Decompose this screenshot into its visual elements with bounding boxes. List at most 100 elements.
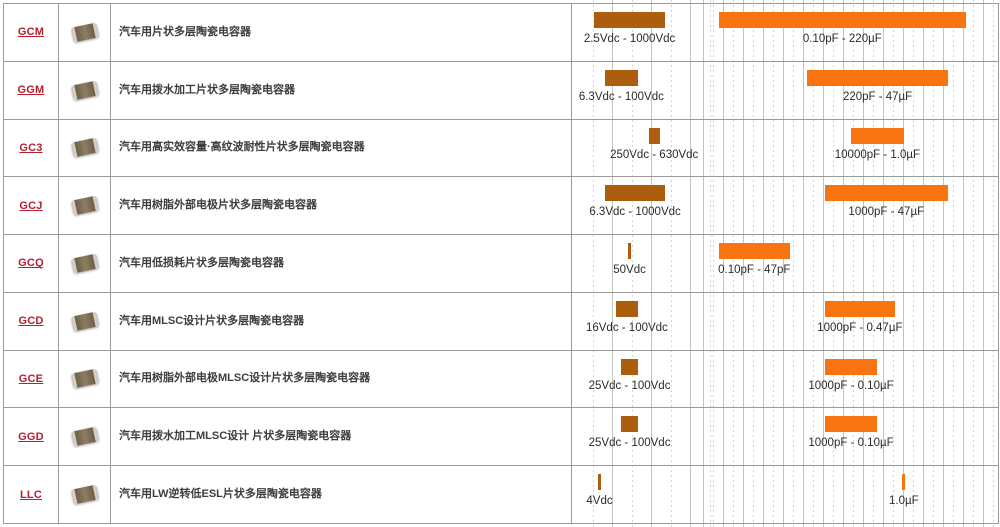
gridline-dashed [631,0,633,527]
product-image-cell[interactable] [59,235,111,292]
gridline-dashed [792,0,794,527]
series-link[interactable]: GC3 [19,141,43,154]
gridline-dashed [812,0,814,527]
series-cell: GCQ [4,235,59,292]
series-description: 汽车用LW逆转低ESL片状多层陶瓷电容器 [119,487,322,500]
product-image-cell[interactable] [59,466,111,523]
description-cell: 汽车用低损耗片状多层陶瓷电容器 [111,235,572,292]
gridline-solid [902,0,904,527]
description-cell: 汽车用片状多层陶瓷电容器 [111,4,572,61]
description-cell: 汽车用LW逆转低ESL片状多层陶瓷电容器 [111,466,572,523]
description-cell: 汽车用树脂外部电极片状多层陶瓷电容器 [111,177,572,235]
capacitance-range-label: 220pF - 47µF [842,90,913,103]
capacitance-range-bar [902,474,906,491]
voltage-range-bar [604,185,666,202]
product-image-cell[interactable] [59,177,111,235]
gridline-dashed [772,0,774,527]
series-description: 汽车用低损耗片状多层陶瓷电容器 [119,256,284,269]
series-description: 汽车用拨水加工片状多层陶瓷电容器 [119,83,295,96]
table-row: GCM 汽车用片状多层陶瓷电容器 2.5Vdc - 1000Vdc 0.10pF… [4,4,998,62]
gridline-solid [762,0,764,527]
gridline-dashed [992,0,994,527]
series-description: 汽车用拨水加工MLSC设计 片状多层陶瓷电容器 [119,430,352,443]
series-link[interactable]: GGM [17,84,45,97]
voltage-range-label: 4Vdc [586,495,613,508]
voltage-range-bar [593,12,666,28]
gridline-dashed [932,0,934,527]
voltage-range-bar [615,300,638,317]
description-cell: 汽车用高实效容量·高纹波耐性片状多层陶瓷电容器 [111,119,572,177]
capacitance-range-bar [824,416,878,433]
series-link[interactable]: GGD [18,430,44,443]
product-image-cell[interactable] [59,408,111,466]
series-description: 汽车用高实效容量·高纹波耐性片状多层陶瓷电容器 [119,141,365,154]
series-link[interactable]: GCQ [18,257,44,270]
gridline-dashed [892,0,894,527]
capacitance-range-label: 1.0µF [888,495,919,508]
range-chart: 25Vdc - 100Vdc 1000pF - 0.10µF [4,408,998,465]
capacitance-range-bar [851,127,904,144]
voltage-range-bar [628,243,632,260]
capacitance-range-bar [807,69,948,86]
gridline-solid [982,0,984,527]
product-image-cell[interactable] [59,292,111,350]
gridline-solid [690,0,691,527]
capacitance-range-bar [719,12,966,28]
series-cell: GGM [4,61,59,119]
gridline-solid [962,0,964,527]
range-chart: 2.5Vdc - 1000Vdc 0.10pF - 220µF [4,4,998,61]
table-row: GCE 汽车用树脂外部电极MLSC设计片状多层陶瓷电容器 25Vdc - 100… [4,350,998,409]
voltage-range-label: 250Vdc - 630Vdc [610,148,699,161]
description-cell: 汽车用拨水加工片状多层陶瓷电容器 [111,61,572,119]
range-chart: 6.3Vdc - 100Vdc 220pF - 47µF [4,62,998,119]
product-image-cell[interactable] [59,350,111,408]
range-chart: 250Vdc - 630Vdc 10000pF - 1.0µF [4,120,998,177]
voltage-range-label: 6.3Vdc - 100Vdc [578,90,664,103]
voltage-range-bar [597,474,601,491]
series-cell: GCM [4,4,59,61]
series-description: 汽车用树脂外部电极片状多层陶瓷电容器 [119,199,317,212]
voltage-range-label: 6.3Vdc - 1000Vdc [589,206,681,219]
range-chart: 4Vdc 1.0µF [4,466,998,523]
range-chart: 25Vdc - 100Vdc 1000pF - 0.10µF [4,351,998,408]
gridline-dashed [952,0,954,527]
series-link[interactable]: GCM [17,26,45,39]
table-row: LLC 汽车用LW逆转低ESL片状多层陶瓷电容器 4Vdc 1.0µF [4,466,998,524]
voltage-range-label: 16Vdc - 100Vdc [585,321,668,334]
gridline-dashed [912,0,914,527]
product-image-cell[interactable] [59,61,111,119]
gridline-solid [612,0,613,527]
gridline-solid [862,0,864,527]
gridline-dashed [732,0,734,527]
table-row: GGM 汽车用拨水加工片状多层陶瓷电容器 6.3Vdc - 100Vdc 220… [4,61,998,120]
gridline-dashed [972,0,974,527]
series-link[interactable]: GCJ [19,199,43,212]
series-cell: GGD [4,408,59,466]
table-row: GCQ 汽车用低损耗片状多层陶瓷电容器 50Vdc 0.10pF - 47pF [4,235,998,293]
product-image-cell[interactable] [59,119,111,177]
gridline-dashed [872,0,874,527]
capacitance-range-label: 10000pF - 1.0µF [834,148,921,161]
product-image-cell[interactable] [59,4,111,61]
gridline-dashed [832,0,834,527]
series-link[interactable]: GCD [18,315,44,328]
series-description: 汽车用树脂外部电极MLSC设计片状多层陶瓷电容器 [119,372,371,385]
range-chart: 50Vdc 0.10pF - 47pF [4,235,998,292]
capacitance-range-label: 1000pF - 0.10µF [808,437,894,450]
voltage-range-label: 25Vdc - 100Vdc [588,437,671,450]
capacitance-range-label: 0.10pF - 47pF [718,264,791,277]
description-cell: 汽车用拨水加工MLSC设计 片状多层陶瓷电容器 [111,408,572,466]
series-link[interactable]: GCE [18,372,44,385]
series-cell: GCE [4,350,59,408]
range-chart: 16Vdc - 100Vdc 1000pF - 0.47µF [4,293,998,350]
description-cell: 汽车用树脂外部电极MLSC设计片状多层陶瓷电容器 [111,350,572,408]
gridline-dashed [852,0,854,527]
voltage-range-bar [621,358,638,375]
gridline-solid [702,0,704,527]
table-row: GC3 汽车用高实效容量·高纹波耐性片状多层陶瓷电容器 250Vdc - 630… [4,119,998,178]
series-link[interactable]: LLC [20,488,42,501]
description-cell: 汽车用MLSC设计片状多层陶瓷电容器 [111,292,572,350]
gridline-dashed [712,0,714,527]
table-row: GCJ 汽车用树脂外部电极片状多层陶瓷电容器 6.3Vdc - 1000Vdc … [4,177,998,236]
